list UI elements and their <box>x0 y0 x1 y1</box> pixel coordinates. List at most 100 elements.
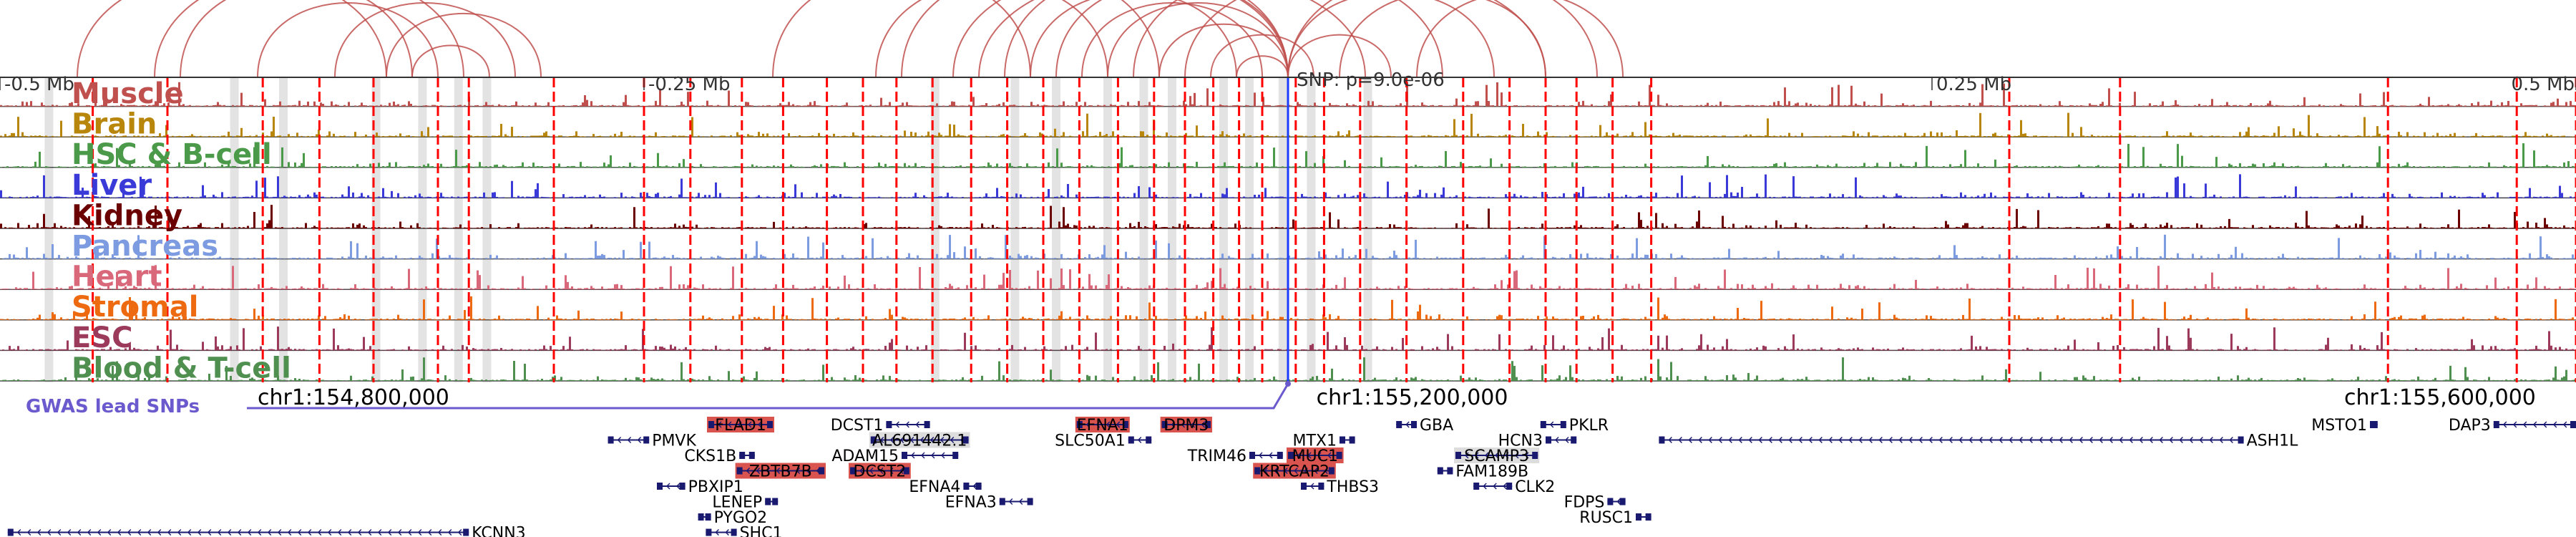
gene-exon <box>767 421 773 428</box>
strand-arrow <box>367 529 372 536</box>
gene: PMVK <box>608 432 696 450</box>
gene-exon <box>643 436 650 444</box>
gene-exon <box>706 528 712 536</box>
gene-exon <box>1349 436 1355 444</box>
gene-label: PMVK <box>652 432 696 450</box>
interaction-arc <box>978 0 1366 78</box>
strand-arrow <box>1314 468 1318 474</box>
strand-arrow <box>1555 437 1559 443</box>
highlight-region <box>1139 77 1148 382</box>
gene-label: AL691442.1 <box>872 432 967 450</box>
strand-arrow <box>1979 437 1983 443</box>
gene-exon <box>2493 421 2499 428</box>
interaction-arc <box>1416 0 1624 78</box>
track-label: Heart <box>72 261 162 294</box>
gene: ADAM15 <box>831 448 959 465</box>
gene-exon <box>1447 467 1453 475</box>
interaction-arc <box>1287 34 1392 78</box>
strand-arrow <box>2029 437 2033 443</box>
strand-arrow <box>2089 437 2093 443</box>
gene-label: ADAM15 <box>831 448 899 465</box>
gene-label: KCNN3 <box>472 525 526 537</box>
gene-label: MTX1 <box>1293 432 1337 450</box>
snp-lines <box>92 77 2576 382</box>
strand-arrow <box>2099 437 2103 443</box>
axis-tick-label: -0.5 Mb <box>4 74 74 95</box>
strand-arrow <box>36 529 42 536</box>
highlight-region <box>230 77 239 382</box>
strand-arrow <box>816 468 821 474</box>
gene-exon <box>1336 452 1342 459</box>
track-signal <box>0 296 2576 320</box>
strand-arrow <box>1304 468 1308 474</box>
strand-arrow <box>1668 437 1672 443</box>
interaction-arcs <box>77 0 1624 78</box>
axis-tick-label: -0.25 Mb <box>648 74 730 95</box>
strand-arrow <box>2079 437 2083 443</box>
strand-arrow <box>2109 437 2113 443</box>
gene-label: ASH1L <box>2247 432 2299 450</box>
highlight-region <box>418 77 427 382</box>
strand-arrow <box>16 529 21 536</box>
gene-exon <box>975 483 982 490</box>
strand-arrow <box>157 529 162 536</box>
strand-arrow <box>2049 437 2053 443</box>
strand-arrow <box>758 421 762 428</box>
gene: SHC1 <box>706 525 782 537</box>
gene-exon <box>1340 436 1345 444</box>
strand-arrow <box>1171 421 1176 428</box>
gene-exon <box>1328 467 1335 475</box>
highlight-regions <box>44 77 1372 382</box>
strand-arrow <box>1565 437 1569 443</box>
strand-arrow <box>1525 452 1529 459</box>
gene: SLC50A1 <box>1055 432 1152 450</box>
gene-exon <box>999 498 1005 505</box>
strand-arrow <box>2502 421 2507 428</box>
strand-arrow <box>147 529 152 536</box>
gene-exon <box>819 467 824 475</box>
gene-exon <box>963 483 970 490</box>
strand-arrow <box>1758 437 1762 443</box>
gene-label: PBXIP1 <box>688 478 743 496</box>
track-label: Pancreas <box>72 230 218 263</box>
strand-arrow <box>1938 437 1943 443</box>
gene-exon <box>731 528 737 536</box>
interaction-arc <box>77 0 387 78</box>
strand-arrow <box>2069 437 2073 443</box>
strand-arrow <box>1475 452 1479 459</box>
strand-arrow <box>1106 421 1111 428</box>
gene: LENEP <box>712 494 779 512</box>
interaction-arc <box>875 0 1108 78</box>
strand-arrow <box>1274 468 1278 474</box>
strand-arrow <box>2522 421 2527 428</box>
gene: EFNA4 <box>909 478 982 496</box>
strand-arrow <box>2552 421 2557 428</box>
strand-arrow <box>1405 421 1410 428</box>
strand-arrow <box>1116 421 1121 428</box>
strand-arrow <box>267 529 272 536</box>
gene-exon <box>1455 452 1461 459</box>
strand-arrow <box>972 483 977 490</box>
strand-arrow <box>2512 421 2517 428</box>
strand-arrow <box>1878 437 1883 443</box>
strand-arrow <box>725 529 729 536</box>
strand-arrow <box>911 452 915 459</box>
strand-arrow <box>2209 437 2213 443</box>
highlight-region <box>1103 77 1112 382</box>
strand-arrow <box>2229 437 2233 443</box>
interaction-arc <box>1133 0 1443 78</box>
strand-arrow <box>2039 437 2043 443</box>
strand-arrow <box>950 437 955 443</box>
strand-arrow <box>1137 437 1142 443</box>
strand-arrow <box>97 529 102 536</box>
interaction-arc <box>154 0 464 78</box>
gene: HCN3 <box>1498 432 1577 450</box>
interaction-arc <box>1287 0 1495 78</box>
strand-arrow <box>637 437 642 443</box>
strand-arrow <box>776 468 781 474</box>
strand-arrow <box>297 529 302 536</box>
gene-exon <box>1396 421 1402 428</box>
strand-arrow <box>287 529 292 536</box>
track-label: HSC & B-cell <box>72 138 272 171</box>
